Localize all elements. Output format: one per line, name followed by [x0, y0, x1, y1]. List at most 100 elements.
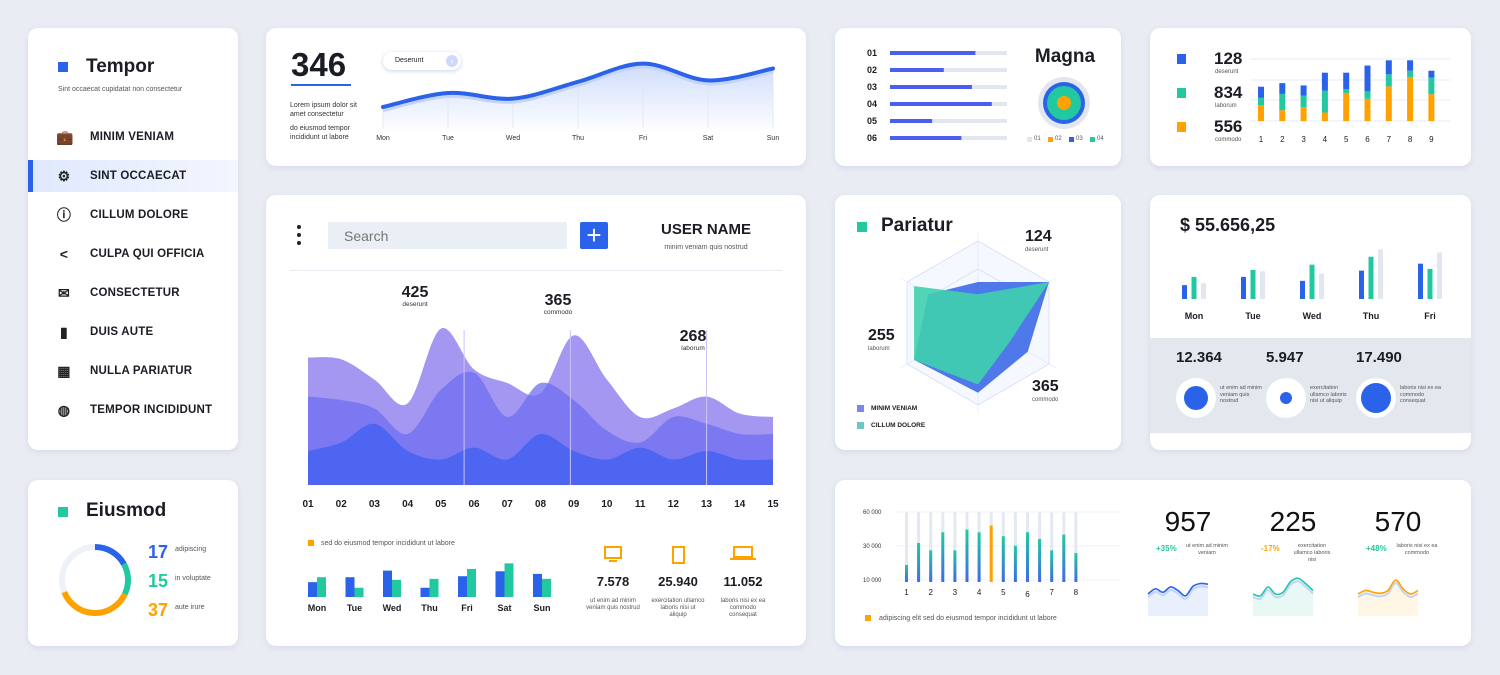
- money-day-label: Fri: [1424, 311, 1436, 321]
- chevron-right-icon: ›: [446, 55, 458, 67]
- legend-marker: [308, 540, 314, 546]
- x-label: 7: [1049, 588, 1054, 597]
- eiusmod-stat-label: adipiscing: [175, 546, 207, 553]
- user-name: USER NAME: [660, 221, 751, 238]
- sidebar-item[interactable]: ✉ CONSECTETUR: [28, 277, 238, 309]
- pariatur-radar-chart: [899, 232, 1057, 414]
- bar-value: [989, 525, 993, 582]
- weekly-line-card: 346 Lorem ipsum dolor sit amet consectet…: [266, 28, 806, 166]
- bar-value: [1062, 534, 1066, 582]
- sidebar-item[interactable]: ▮ DUIS AUTE: [28, 316, 238, 348]
- money-stat-circle: [1356, 378, 1396, 418]
- weekly-bar: [542, 578, 551, 597]
- radar-value-label: deserunt: [1025, 247, 1049, 253]
- day-label: Fri: [639, 135, 648, 142]
- bottom-legend-marker: [865, 615, 871, 621]
- stacked-x-label: 1: [1259, 135, 1264, 144]
- annotation-label: laborum: [681, 345, 704, 352]
- stacked-segment: [1321, 112, 1328, 121]
- stacked-bar-chart: 1 2 3 4 5 6 7 8 9: [1250, 58, 1450, 144]
- sidebar-title: Tempor: [86, 56, 155, 77]
- radar-legend-label: MINIM VENIAM: [871, 405, 918, 412]
- x-label: 6: [1025, 590, 1030, 599]
- weekly-bar: [504, 563, 514, 597]
- stacked-stat-value: 834: [1214, 83, 1243, 102]
- weekly-bar: [317, 577, 326, 597]
- sidebar-item-label: CILLUM DOLORE: [90, 209, 189, 221]
- sidebar-item[interactable]: ⓘ CILLUM DOLORE: [28, 199, 238, 231]
- y-tick-label: 10 000: [863, 578, 882, 584]
- header-divider: [290, 270, 782, 271]
- money-stat-value: 5.947: [1266, 349, 1304, 366]
- laptop-icon: [728, 546, 758, 560]
- weekly-line: [381, 61, 775, 109]
- annotation-label: deserunt: [402, 301, 427, 308]
- money-bar: [1260, 271, 1265, 299]
- sidebar-item[interactable]: ⚙ SINT OCCAECAT: [28, 160, 238, 192]
- day-label: Mon: [376, 135, 390, 142]
- x-label: 3: [953, 588, 958, 597]
- x-label: 03: [369, 499, 381, 510]
- money-stat-text: laboris nisi ex ea commodo consequat: [1400, 385, 1441, 404]
- magna-legend-marker: [1069, 137, 1074, 142]
- eiusmod-stat-value: 37: [148, 600, 169, 620]
- device-value: 25.940: [658, 574, 698, 589]
- eiusmod-card: Eiusmod 17 adipiscing 15 in voluptate 37 aute…: [28, 480, 238, 646]
- sidebar-title-marker: [58, 62, 68, 72]
- sidebar-item[interactable]: 💼 MINIM VENIAM: [28, 121, 238, 153]
- magna-legend-marker: [1090, 137, 1095, 142]
- weekly-bar-label: Sun: [534, 603, 551, 613]
- weekly-bar-label: Mon: [308, 603, 327, 613]
- weekly-bar: [392, 579, 401, 597]
- weekly-bar: [467, 568, 476, 597]
- annotation-value: 268: [680, 328, 707, 345]
- sparkline: [1147, 582, 1209, 597]
- magna-legend-label: 04: [1097, 136, 1104, 142]
- stacked-card: 128 deserunt 834 laborum 556 commodo 1 2 3 4 5 6 7 8…: [1150, 28, 1471, 166]
- stacked-stat-label: deserunt: [1215, 69, 1239, 75]
- weekly-bar: [495, 571, 505, 597]
- bar-track: [905, 512, 908, 582]
- weekly-bar: [458, 576, 467, 597]
- deserunt-pill[interactable]: Deserunt ›: [383, 52, 461, 70]
- progress-fill: [890, 85, 972, 89]
- bar-value: [1001, 536, 1005, 582]
- pariatur-card: Pariatur 124 deserunt 255 laborum 365 commodo…: [835, 195, 1121, 450]
- more-menu-icon[interactable]: [297, 225, 303, 249]
- main-card: + USER NAME minim veniam quis nostrud 42…: [266, 195, 806, 646]
- stacked-segment: [1258, 105, 1264, 121]
- y-tick-label: 30 000: [863, 544, 882, 550]
- sparkline-shadow: [1252, 580, 1314, 601]
- money-card: $ 55.656,25 Mon Tue Wed Thu Fri 12.364 ut eni…: [1150, 195, 1471, 450]
- add-button[interactable]: +: [580, 222, 608, 249]
- eiusmod-stat-label: in voluptate: [175, 575, 211, 582]
- stacked-x-label: 2: [1280, 135, 1285, 144]
- money-stat-circle: [1176, 378, 1216, 418]
- stacked-segment: [1385, 74, 1392, 87]
- bar-value: [965, 529, 969, 582]
- money-day-label: Thu: [1363, 311, 1380, 321]
- sidebar-item[interactable]: < CULPA QUI OFFICIA: [28, 238, 238, 270]
- stacked-segment: [1428, 94, 1435, 121]
- stacked-segment: [1385, 60, 1392, 75]
- line-card-text-1: Lorem ipsum dolor sit amet consectetur: [290, 102, 357, 118]
- sidebar: Tempor Sint occaecat cupidatat non conse…: [28, 28, 238, 450]
- radar-value: 124: [1025, 228, 1052, 245]
- search-input[interactable]: [328, 222, 567, 249]
- sidebar-item[interactable]: ▦ NULLA PARIATUR: [28, 355, 238, 387]
- device-value: 11.052: [723, 574, 763, 589]
- sidebar-item[interactable]: ◍ TEMPOR INCIDIDUNT: [28, 394, 238, 426]
- x-label: 8: [1074, 588, 1079, 597]
- x-label: 15: [767, 499, 779, 510]
- x-label: 04: [402, 499, 414, 510]
- mail-icon: ✉: [58, 285, 70, 301]
- weekly-bar: [308, 582, 317, 597]
- donut-segment: [121, 562, 131, 596]
- money-bar: [1309, 264, 1315, 299]
- line-card-text-2: do eiusmod tempor incididunt ut labore: [290, 125, 350, 141]
- bar-value: [917, 543, 921, 582]
- weekly-bar-label: Sat: [497, 603, 511, 613]
- annotation-value: 425: [402, 284, 429, 301]
- stacked-segment: [1407, 76, 1414, 121]
